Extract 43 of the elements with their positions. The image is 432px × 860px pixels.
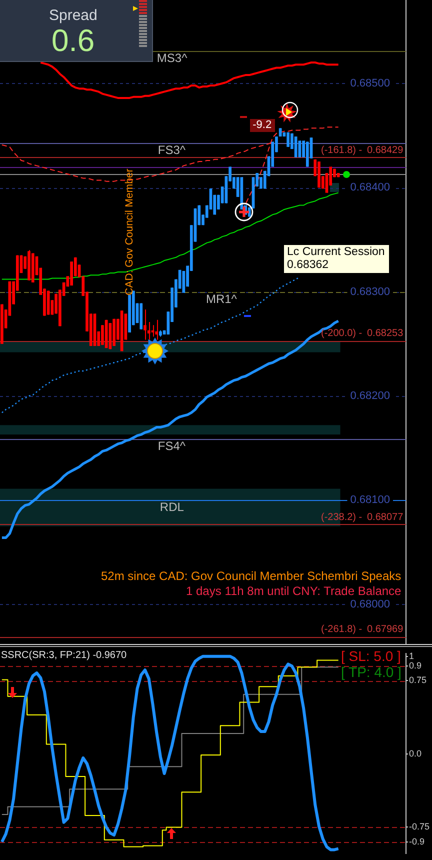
annotation: Spread <box>49 7 98 24</box>
annotation: -9.2 <box>250 119 275 132</box>
y-tick-label: 0.68500 <box>350 77 390 90</box>
candlestick <box>144 308 146 340</box>
candlestick <box>46 290 50 316</box>
ref-line-label: FS4^ <box>158 438 186 454</box>
annotation: (-238.2) - <box>321 512 362 524</box>
annotation: [ SL: 5.0 ] <box>341 648 401 664</box>
y-tick-label: -0.75 <box>409 822 430 832</box>
chart-title: SSRC(SR:3, FP:21) -0.9670 <box>1 650 127 662</box>
annotation: (-161.8) - <box>321 144 362 156</box>
tooltip-box: Lc Current Session 0.68362 <box>284 245 389 273</box>
y-tick-label: 0.68100 <box>350 494 390 506</box>
annotation: CAD: Gov Council Member <box>122 168 136 296</box>
ref-line-label: 0.68429 <box>367 144 404 156</box>
ref-line-label: FS3^ <box>158 142 186 158</box>
candlestick <box>298 140 302 158</box>
y-tick-label: 0.68300 <box>350 286 390 298</box>
annotation: Lc Current Session <box>287 246 385 259</box>
ref-line-label: MR1^ <box>206 292 237 307</box>
ref-line-label: MS3^ <box>156 51 188 66</box>
annotation: (-200.0) - <box>321 328 362 340</box>
annotation: (-261.8) - <box>321 624 362 636</box>
candlestick <box>155 319 158 340</box>
y-tick-label: 0.0 <box>409 748 422 758</box>
y-tick-label: 0.9 <box>409 660 422 671</box>
candlestick <box>70 261 73 286</box>
ref-line-label: 0.68077 <box>367 512 404 524</box>
annotation: 1 days 11h 8m until CNY: Trade Balance <box>186 584 402 599</box>
annotation: 0.68362 <box>287 258 330 272</box>
y-tick-label: 0.68000 <box>350 598 390 610</box>
spread-panel: Spread 0.6 <box>0 0 153 62</box>
annotation: 52m since CAD: Gov Council Member Schembri Speaks <box>101 569 402 584</box>
y-tick-label: 0.68400 <box>350 182 390 194</box>
annotation: 0.6 <box>52 23 95 59</box>
y-tick-label: -0.9 <box>409 836 425 846</box>
y-tick-label: 0.68200 <box>350 390 390 402</box>
ref-line-label: RDL <box>160 500 184 515</box>
y-tick-label: 1 <box>409 650 414 661</box>
ref-line-label: 0.67969 <box>367 624 404 636</box>
y-tick-label: 0.75 <box>409 675 427 686</box>
annotation: [ TP: 4.0 ] <box>341 664 402 680</box>
ref-line-label: 0.68253 <box>367 328 404 340</box>
